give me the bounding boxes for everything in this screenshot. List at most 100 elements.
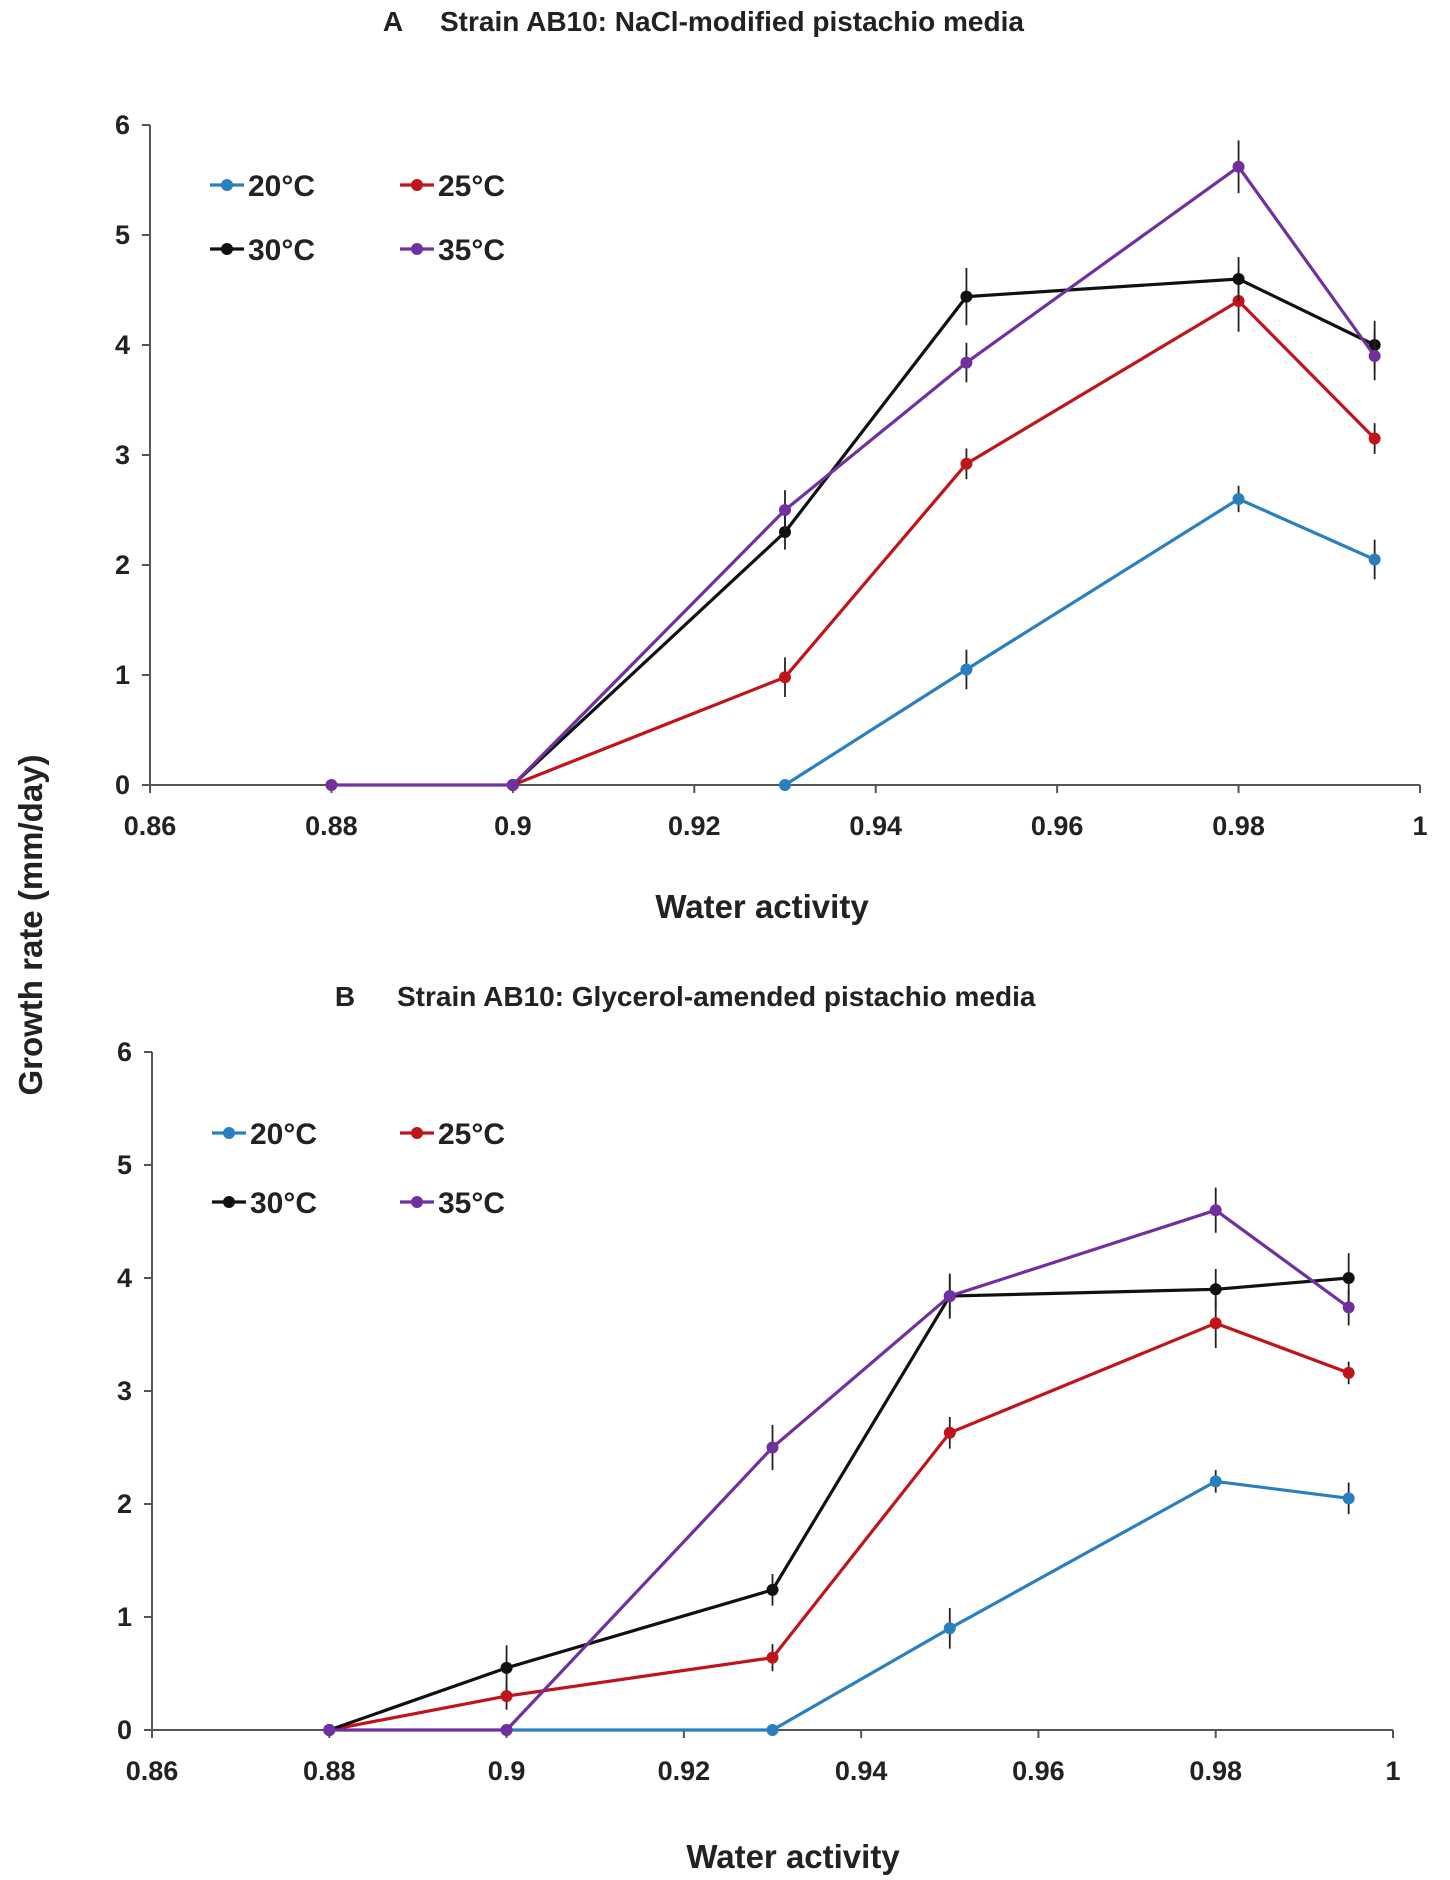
y-tick-label: 6 <box>115 110 130 140</box>
x-tick-label: 0.9 <box>488 1756 526 1786</box>
data-point <box>1209 1204 1222 1217</box>
x-tick-label: 0.9 <box>494 811 532 841</box>
panel-b: B Strain AB10: Glycerol-amended pistachi… <box>117 981 1401 1875</box>
data-point <box>943 1426 956 1439</box>
series-20C <box>500 1470 1355 1736</box>
y-tick-label: 0 <box>115 770 130 800</box>
y-tick-label: 3 <box>115 440 130 470</box>
series-line <box>329 1208 1350 1732</box>
panel-b-x-axis-title: Water activity <box>686 1838 900 1875</box>
data-point <box>960 356 973 369</box>
data-point <box>960 663 973 676</box>
y-tick-label: 5 <box>117 1150 132 1180</box>
data-point <box>1232 160 1245 173</box>
series-line <box>328 1321 1350 1732</box>
x-tick-label: 0.88 <box>305 811 358 841</box>
data-point <box>1232 273 1245 285</box>
panel-a-title: Strain AB10: NaCl-modified pistachio med… <box>440 6 1024 37</box>
data-point <box>1209 1283 1222 1296</box>
x-tick-label: 0.96 <box>1012 1756 1065 1786</box>
panel-b-title: Strain AB10: Glycerol-amended pistachio … <box>397 981 1036 1012</box>
data-point <box>766 1724 779 1736</box>
data-point <box>1209 1317 1222 1330</box>
legend-label: 25°C <box>438 170 505 203</box>
panel-b-letter: B <box>335 981 355 1012</box>
y-tick-label: 5 <box>115 220 130 250</box>
panel-a-x-axis-title: Water activity <box>655 888 869 925</box>
x-tick-label: 1 <box>1412 811 1427 841</box>
data-point <box>766 1651 779 1664</box>
y-tick-label: 2 <box>117 1489 132 1519</box>
chart-a-plot-area: 0 1 2 3 4 5 6 0.86 0.88 0.9 0.92 0.94 0.96 0.98 1 20°C 2… <box>115 110 1428 841</box>
y-tick-label: 4 <box>115 330 130 360</box>
legend-marker <box>223 1127 235 1139</box>
x-tick-label: 0.92 <box>658 1756 711 1786</box>
data-point <box>943 1290 956 1303</box>
x-tick-label: 0.86 <box>126 1756 179 1786</box>
legend-label: 30°C <box>250 1187 317 1220</box>
x-tick-label: 0.86 <box>124 811 177 841</box>
x-tick-label: 0.94 <box>849 811 902 841</box>
y-tick-label: 4 <box>117 1263 132 1293</box>
data-point <box>323 1724 336 1736</box>
data-point <box>1368 432 1381 445</box>
series-line <box>331 165 1376 787</box>
x-tick-label: 0.98 <box>1212 811 1265 841</box>
data-point <box>500 1724 513 1736</box>
legend: 20°C 25°C 30°C 35°C <box>210 170 505 267</box>
data-point <box>779 671 791 684</box>
data-point <box>779 504 791 516</box>
data-point <box>960 457 973 470</box>
data-point <box>766 1441 779 1454</box>
y-tick-label: 6 <box>117 1037 132 1067</box>
y-tick-label: 2 <box>115 550 130 580</box>
panel-a: A Strain AB10: NaCl-modified pistachio m… <box>115 6 1428 925</box>
y-tick-label: 1 <box>115 660 130 690</box>
x-tick-label: 0.96 <box>1031 811 1084 841</box>
legend-label: 20°C <box>248 170 315 203</box>
x-tick-label: 0.92 <box>668 811 721 841</box>
y-tick-label: 3 <box>117 1376 132 1406</box>
legend-label: 35°C <box>438 1187 505 1220</box>
x-tick-label: 1 <box>1385 1756 1400 1786</box>
data-point <box>779 526 791 538</box>
x-tick-label: 0.88 <box>303 1756 356 1786</box>
data-point <box>1368 350 1381 362</box>
legend-label: 30°C <box>248 234 315 267</box>
series-line <box>784 497 1376 787</box>
x-tick-label: 0.98 <box>1189 1756 1242 1786</box>
legend-marker <box>221 179 233 191</box>
legend: 20°C 25°C 30°C 35°C <box>212 1118 505 1220</box>
data-point <box>500 1661 513 1674</box>
data-point <box>1368 553 1381 566</box>
y-tick-label: 1 <box>117 1602 132 1632</box>
data-point <box>1232 493 1245 505</box>
data-point <box>766 1583 779 1596</box>
data-point <box>943 1622 956 1635</box>
legend-marker <box>411 1196 423 1208</box>
shared-y-axis-title: Growth rate (mm/day) <box>12 754 49 1095</box>
data-point <box>1342 1492 1355 1505</box>
data-point <box>779 779 791 791</box>
series-20C <box>779 485 1381 791</box>
data-point <box>1342 1301 1355 1314</box>
legend-label: 25°C <box>438 1118 505 1151</box>
x-tick-label: 0.94 <box>835 1756 888 1786</box>
data-point <box>500 1690 513 1703</box>
data-point <box>1342 1366 1355 1379</box>
legend-marker <box>411 1127 423 1139</box>
legend-marker <box>221 243 233 255</box>
series-35C <box>323 1187 1355 1736</box>
data-point <box>1209 1475 1222 1488</box>
series-line <box>328 1276 1349 1732</box>
data-point <box>960 290 973 303</box>
series-35C <box>325 140 1381 791</box>
data-point <box>325 779 338 791</box>
legend-marker <box>411 243 423 255</box>
legend-marker <box>411 179 423 191</box>
data-point <box>506 779 519 791</box>
data-point <box>1342 1272 1355 1284</box>
